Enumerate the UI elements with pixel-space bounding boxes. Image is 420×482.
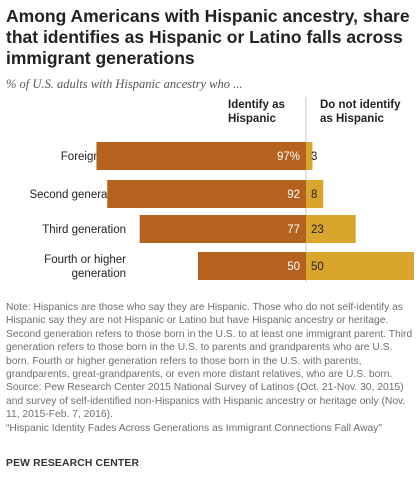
legend-not-identify: Do not identify as Hispanic (320, 99, 401, 125)
bar-not-identify (306, 180, 324, 208)
chart-subtitle: % of U.S. adults with Hispanic ancestry … (6, 77, 243, 91)
report-title: “Hispanic Identity Fades Across Generati… (6, 422, 382, 434)
legend-identify: Identify as Hispanic (228, 99, 285, 125)
bar-not-identify (306, 142, 313, 170)
bar-identify (107, 180, 306, 208)
category-label: Fourth or higher generation (44, 254, 126, 280)
bar-not-identify (306, 252, 414, 280)
bar-not-identify (306, 215, 356, 243)
source-text: Source: Pew Research Center 2015 Nationa… (6, 382, 406, 421)
note-text: Note: Hispanics are those who say they a… (6, 302, 413, 381)
chart-notes: Note: Hispanics are those who say they a… (6, 301, 414, 435)
publisher-label: PEW RESEARCH CENTER (6, 458, 140, 469)
bar-identify (96, 142, 306, 170)
category-label: Second generation (29, 189, 126, 201)
data-label-not-identify: 50 (311, 261, 324, 273)
data-label-identify: 50 (287, 261, 300, 273)
bar-identify (139, 215, 306, 243)
chart-title: Among Americans with Hispanic ancestry, … (6, 6, 410, 68)
bar-identify (198, 252, 306, 280)
data-label-identify: 92 (287, 189, 300, 201)
data-label-not-identify: 3 (311, 151, 317, 163)
data-label-not-identify: 8 (311, 189, 317, 201)
data-label-not-identify: 23 (311, 224, 324, 236)
data-label-identify: 97% (277, 151, 300, 163)
data-label-identify: 77 (287, 224, 300, 236)
category-label: Third generation (42, 224, 126, 236)
diverging-bar-chart: Identify as Hispanic Do not identify as His… (29, 97, 414, 282)
